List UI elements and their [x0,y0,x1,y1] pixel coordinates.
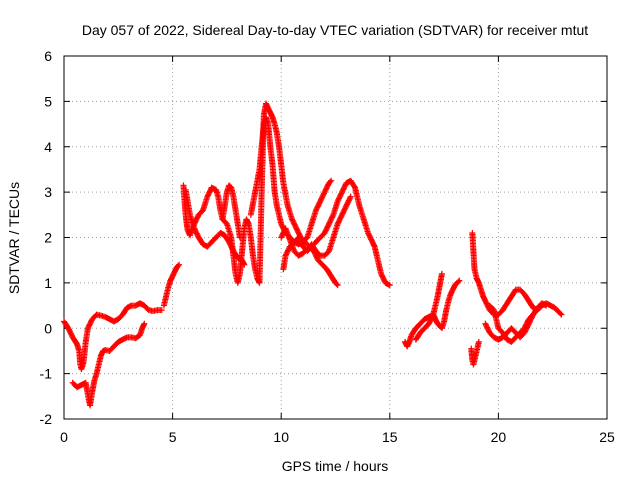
data-point [386,282,393,289]
data-point [241,261,248,268]
data-point [455,278,462,285]
y-tick-label: 2 [44,230,52,246]
grid-lines [64,56,607,419]
data-point [329,213,336,220]
y-tick-label: -1 [40,366,53,382]
y-tick-label: 3 [44,184,52,200]
y-tick-label: -2 [40,411,53,427]
y-tick-label: 1 [44,275,52,291]
data-point [543,302,550,309]
data-point [176,261,183,268]
data-point [557,310,564,317]
y-tick-label: 4 [44,139,52,155]
data-point [475,338,482,345]
data-point [429,312,436,319]
y-tick-label: 5 [44,93,52,109]
data-point [529,312,536,319]
x-tick-label: 5 [169,429,177,445]
data-point [347,194,354,201]
data-point [334,282,341,289]
data-point [328,177,335,184]
data-point [456,277,463,284]
data-point [158,307,165,314]
data-point [333,281,340,288]
data-point [141,320,148,327]
y-axis-label: SDTVAR / TECUs [6,182,22,294]
chart-title: Day 057 of 2022, Sidereal Day-to-day VTE… [82,22,588,38]
data-point [558,311,565,318]
x-tick-label: 10 [273,429,289,445]
data-point [530,311,537,318]
x-tick-label: 20 [491,429,507,445]
y-tick-label: 0 [44,320,52,336]
data-point [236,234,243,241]
data-point [327,178,334,185]
data-point [438,270,445,277]
x-axis-label: GPS time / hours [282,458,389,474]
data-point [351,183,358,190]
data-point [347,193,354,200]
data-points [61,100,565,409]
x-tick-label: 0 [60,429,68,445]
x-tick-label: 15 [382,429,398,445]
data-point [175,262,182,269]
y-tick-label: 6 [44,48,52,64]
x-tick-label: 25 [599,429,615,445]
